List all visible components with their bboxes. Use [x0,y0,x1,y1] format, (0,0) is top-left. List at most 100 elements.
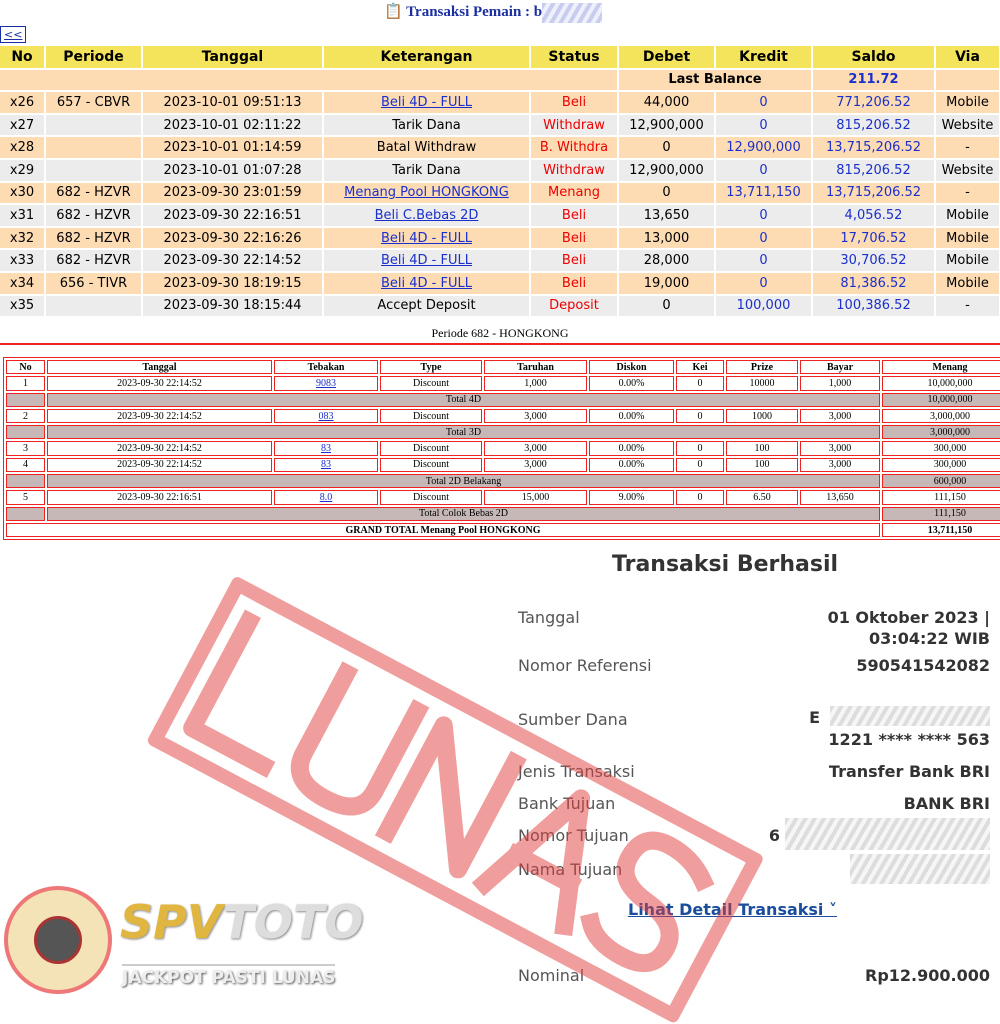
cell-no: 4 [6,457,45,473]
cell-tanggal: 2023-09-30 18:19:15 [142,271,324,296]
cell-menang: 300,000 [882,457,1000,473]
cell-saldo: 17,706.52 [812,226,936,251]
total-value: 111,150 [882,506,1000,521]
cell-debet: 12,900,000 [618,113,716,138]
cell-ket: Beli 4D - FULL [323,271,531,296]
redacted-name [542,2,603,23]
cell-via: Website [935,158,1000,183]
cell-diskon: 9.00% [589,490,674,505]
cell-saldo: 815,206.52 [812,113,936,138]
bet-row: 3 2023-09-30 22:14:52 83 Discount 3,000 0.00%… [6,441,1000,456]
col-header: Prize [726,360,798,375]
cell-status: Deposit [530,294,619,319]
cell-periode [45,158,143,183]
nominal-value: Rp12.900.000 [865,966,990,985]
cell-no: 5 [6,490,45,505]
cell-type: Discount [380,490,482,505]
keterangan-link[interactable]: Menang Pool HONGKONG [344,185,509,201]
cell-type: Discount [380,376,482,391]
cell-saldo: 13,715,206.52 [812,181,936,206]
cell-saldo: 30,706.52 [812,249,936,273]
nama-label: Nama Tujuan [518,860,623,879]
transfer-receipt: Transaksi Berhasil Tanggal 01 Oktober 20… [500,540,1000,1000]
cell-prize: 100 [726,457,798,473]
cell-via: - [935,181,1000,206]
cell-tanggal: 2023-09-30 22:14:52 [142,249,324,273]
tebakan-link[interactable]: 83 [321,443,331,455]
col-header: Saldo [812,46,936,70]
table-row: x30 682 - HZVR 2023-09-30 23:01:59 Menang P… [0,181,1000,206]
tebakan-link[interactable]: 8.0 [319,492,333,504]
total-value: 3,000,000 [882,425,1000,440]
table-row: x28 2023-10-01 01:14:59 Batal Withdraw B. W… [0,136,1000,160]
cell-via: Website [935,113,1000,138]
keterangan-link[interactable]: Beli 4D - FULL [381,253,472,269]
tebakan-link[interactable]: 9083 [316,377,336,389]
grand-total-row: GRAND TOTAL Menang Pool HONGKONG 13,711,1… [6,522,1000,538]
cell-tanggal: 2023-09-30 23:01:59 [142,181,324,206]
cell-status: B. Withdra [530,136,619,160]
tebakan-link[interactable]: 083 [318,410,334,422]
total-value: 600,000 [882,474,1000,489]
empty-cell [6,506,45,521]
total-value: 10,000,000 [882,392,1000,407]
col-header: Tanggal [47,360,272,375]
cell-via: - [935,136,1000,160]
nomor-value: 6 [768,826,780,845]
cell-kredit: 12,900,000 [715,136,813,160]
col-header: Bayar [800,360,880,375]
receipt-title: Transaksi Berhasil [612,552,839,577]
cell-tanggal: 2023-09-30 22:16:26 [142,226,324,251]
cell-tebakan: 083 [274,408,378,424]
back-button[interactable]: << [0,26,27,43]
jenis-value: Transfer Bank BRI [828,762,990,781]
cell-tanggal: 2023-10-01 01:14:59 [142,136,324,160]
keterangan-link[interactable]: Beli 4D - FULL [381,230,472,246]
cell-prize: 6.50 [726,490,798,505]
cell-tanggal: 2023-09-30 22:14:52 [47,441,272,456]
cell-no: x27 [0,113,46,138]
detail-link[interactable]: Lihat Detail Transaksi ˅ [628,900,837,919]
total-label: Total 2D Belakang [47,474,880,489]
cell-prize: 10000 [726,376,798,391]
bet-row: 1 2023-09-30 22:14:52 9083 Discount 1,000 0.0… [6,376,1000,391]
keterangan-link[interactable]: Beli 4D - FULL [381,94,472,110]
col-header: Diskon [589,360,674,375]
tebakan-link[interactable]: 83 [321,459,331,471]
cell-periode [45,294,143,319]
cell-kredit: 0 [715,249,813,273]
cell-kredit: 0 [715,271,813,296]
col-header: No [6,360,45,375]
keterangan-link[interactable]: Beli 4D - FULL [381,275,472,291]
cell-no: 1 [6,376,45,391]
cell-tanggal: 2023-10-01 01:07:28 [142,158,324,183]
cell-menang: 10,000,000 [882,376,1000,391]
col-header: Kei [676,360,724,375]
cell-ket: Beli 4D - FULL [323,249,531,273]
col-header: Periode [45,46,143,70]
cell-tebakan: 83 [274,441,378,456]
cell-periode: 682 - HZVR [45,226,143,251]
cell-tanggal: 2023-09-30 22:14:52 [47,408,272,424]
cell-prize: 100 [726,441,798,456]
col-header: Tebakan [274,360,378,375]
empty-cell [6,425,45,440]
cell-status: Withdraw [530,113,619,138]
cell-taruhan: 3,000 [484,457,587,473]
total-value: 13,711,150 [882,522,1000,538]
cell-tebakan: 83 [274,457,378,473]
cell-ket: Beli 4D - FULL [323,91,531,115]
cell-ket: Tarik Dana [323,158,531,183]
cell-status: Beli [530,91,619,115]
cell-via: Mobile [935,226,1000,251]
cell-tanggal: 2023-09-30 22:16:51 [142,204,324,228]
col-header: Via [935,46,1000,70]
cell-diskon: 0.00% [589,408,674,424]
keterangan-link[interactable]: Beli C.Bebas 2D [374,207,479,223]
last-balance-row: Last Balance 211.72 [0,68,1000,93]
table-row: x32 682 - HZVR 2023-09-30 22:16:26 Beli 4D … [0,226,1000,251]
tanggal-value-2: 03:04:22 WIB [869,629,990,648]
cell-ket: Tarik Dana [323,113,531,138]
empty-cell [6,392,45,407]
cell-status: Beli [530,249,619,273]
